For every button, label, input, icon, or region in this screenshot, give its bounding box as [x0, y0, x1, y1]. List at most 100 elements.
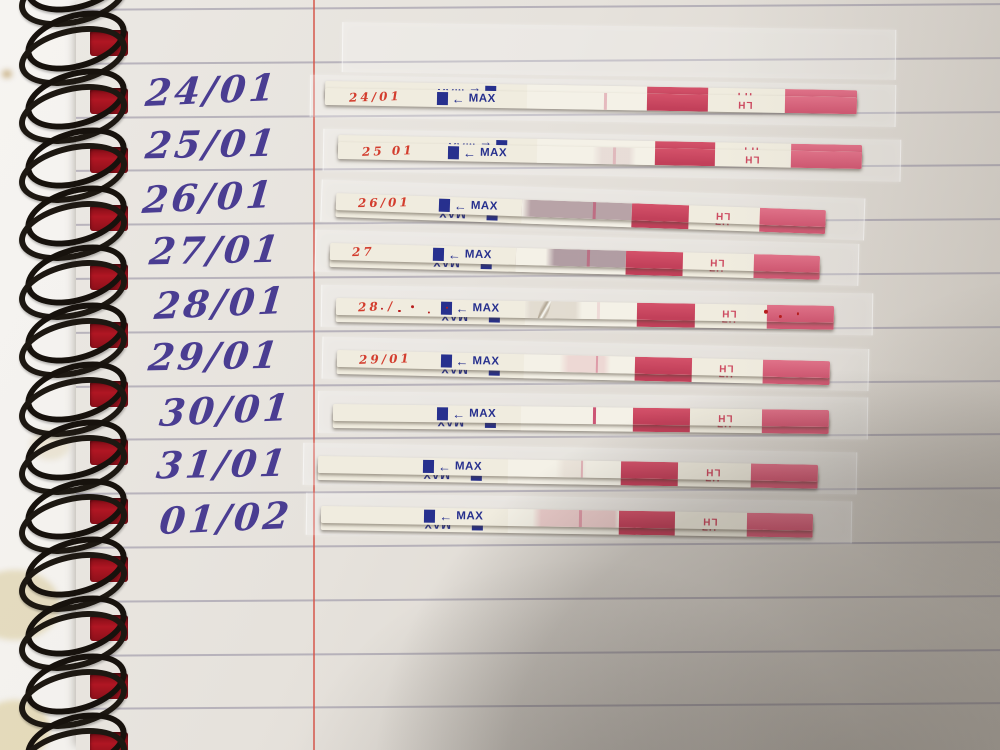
control-band [637, 302, 695, 321]
absorbent-pad [750, 463, 819, 482]
lh-label: LH [744, 152, 760, 165]
lh-label: LH [737, 98, 753, 110]
control-band [631, 203, 689, 223]
max-line-mark [438, 198, 451, 212]
control-band [634, 356, 693, 376]
max-line-mark [422, 459, 435, 474]
control-band [632, 407, 691, 426]
max-label: MAX [456, 509, 484, 523]
max-marker: ←MAX [437, 405, 496, 423]
lh-label: LH [705, 465, 721, 478]
arrow-left-icon: ← [439, 508, 453, 525]
absorbent-pad [761, 409, 830, 428]
surface-stain [30, 430, 70, 460]
max-marker: ←MAX [447, 144, 508, 162]
date-label: 30/01 [157, 385, 294, 435]
max-marker: ←MAX [438, 197, 499, 216]
max-marker: ←MAX [440, 300, 500, 318]
lh-label: LH [709, 255, 725, 268]
date-label: 28/01 [152, 278, 289, 328]
arrow-left-icon: ← [462, 145, 477, 161]
arrow-left-icon: ← [455, 353, 469, 369]
date-label: 24/01 [143, 65, 280, 115]
membrane [507, 459, 621, 479]
max-marker: ←MAX [422, 458, 483, 476]
absorbent-pad [759, 207, 826, 228]
control-band [618, 510, 676, 529]
date-label: 27/01 [147, 226, 285, 274]
control-band [654, 148, 716, 167]
control-band [646, 93, 709, 112]
max-marker: ←MAX [436, 90, 496, 108]
lh-label: LH [721, 307, 738, 319]
max-line-mark [447, 146, 460, 160]
blood-speck [410, 305, 414, 309]
max-label: MAX [454, 460, 483, 473]
blood-speck [428, 310, 431, 314]
lh-label: LH [717, 411, 733, 423]
arrow-left-icon: ← [447, 247, 462, 263]
lh-label: LH [701, 514, 718, 527]
test-line [580, 460, 584, 478]
test-line [604, 92, 607, 110]
blood-speck [445, 306, 448, 309]
max-line-mark [432, 247, 445, 261]
absorbent-pad [753, 254, 821, 273]
arrow-left-icon: ← [453, 198, 468, 214]
max-line-mark [437, 407, 449, 421]
test-line [586, 249, 590, 267]
max-label: MAX [464, 248, 493, 261]
max-label: MAX [469, 407, 497, 420]
max-label: MAX [479, 146, 508, 159]
test-line [595, 355, 599, 373]
strip-date-note: 27 [351, 244, 375, 260]
date-label: 26/01 [140, 172, 277, 222]
tape-piece-top [341, 22, 897, 80]
membrane [526, 91, 647, 111]
lh-label: LH [718, 361, 735, 374]
max-label: MAX [468, 92, 496, 105]
arrow-left-icon: ← [451, 91, 465, 107]
test-line [593, 407, 596, 425]
arrow-left-icon: ← [452, 406, 466, 422]
surface-stain [0, 570, 60, 640]
max-marker: ←MAX [424, 508, 483, 526]
max-label: MAX [470, 199, 499, 213]
absorbent-pad [791, 150, 863, 170]
strip-date-note: 29/01 [358, 351, 413, 367]
max-marker: ←MAX [432, 246, 493, 265]
surface-stain [2, 70, 12, 78]
arrow-left-icon: ← [455, 300, 469, 317]
margin-line [313, 0, 315, 750]
control-band [626, 250, 683, 270]
lh-label: LH [714, 209, 731, 221]
arrow-left-icon: ← [437, 459, 452, 475]
absorbent-pad [746, 512, 814, 531]
blood-speck [796, 312, 800, 315]
max-line-mark [440, 354, 452, 368]
strip-date-note: 28 / [358, 298, 396, 315]
date-label: 01/02 [157, 493, 294, 543]
test-line [612, 147, 616, 165]
absorbent-pad [766, 304, 835, 323]
max-marker: ←MAX [440, 352, 500, 370]
max-label: MAX [472, 354, 500, 368]
surface-stain [0, 700, 50, 750]
membrane [521, 406, 634, 425]
strip-date-note: 25 01 [361, 143, 415, 159]
membrane [524, 354, 636, 374]
date-label: 31/01 [154, 440, 292, 488]
absorbent-pad [763, 359, 831, 379]
control-band [620, 461, 679, 480]
test-line [597, 302, 601, 320]
membrane [507, 508, 619, 528]
